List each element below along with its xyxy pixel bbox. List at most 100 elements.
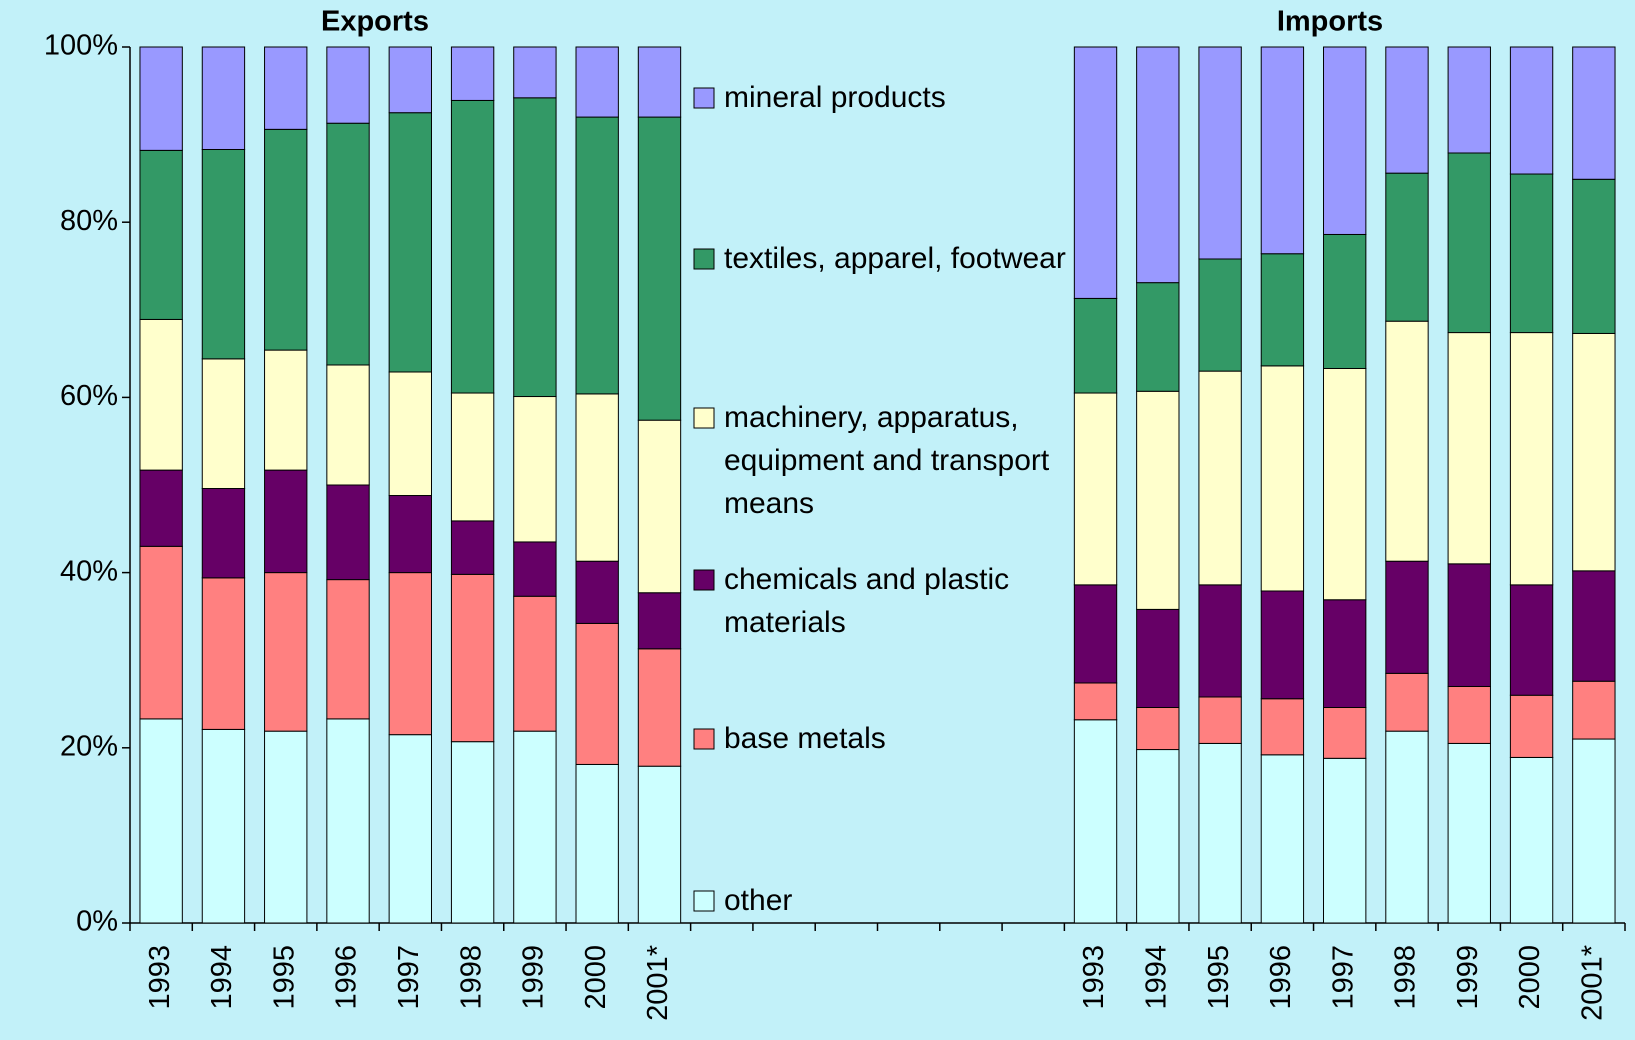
bar-segment — [575, 116, 619, 395]
y-tick-label: 100% — [44, 30, 118, 62]
bar-segment — [1323, 599, 1367, 709]
bar-segment — [1323, 707, 1367, 759]
bar-segment — [201, 488, 246, 579]
y-tick-label: 20% — [60, 730, 118, 762]
bar-segment — [1323, 233, 1367, 369]
bar-segment — [637, 116, 682, 421]
bar-segment — [1260, 365, 1305, 592]
bar-segment — [139, 149, 183, 320]
bar-segment — [139, 718, 183, 924]
legend-swatch — [693, 248, 715, 270]
bar-segment — [1509, 584, 1554, 696]
bar-segment — [1385, 320, 1429, 562]
bar-segment — [388, 371, 432, 497]
bar-segment — [139, 545, 183, 720]
bar-segment — [1509, 173, 1554, 334]
bar-segment — [1447, 742, 1491, 924]
bar-segment — [1323, 367, 1367, 601]
bar-segment — [637, 419, 682, 594]
bar-segment — [326, 484, 370, 581]
bar-segment — [1572, 46, 1616, 180]
bar-segment — [513, 46, 557, 99]
bar-segment — [1572, 178, 1616, 334]
bar-segment — [637, 765, 682, 924]
x-tick-label: 1999 — [1452, 945, 1484, 1010]
bar-segment — [1385, 46, 1429, 174]
x-tick-label: 1993 — [1078, 945, 1110, 1010]
y-tick-label: 0% — [76, 906, 118, 938]
bar-segment — [1136, 282, 1180, 392]
legend-swatch — [693, 569, 715, 591]
bar-segment — [1198, 696, 1242, 744]
x-tick-label: 1994 — [206, 945, 238, 1010]
x-tick-label: 1999 — [518, 945, 550, 1010]
bar-segment — [1447, 152, 1491, 334]
bar-segment — [450, 741, 495, 924]
bar-segment — [1385, 172, 1429, 322]
bar-segment — [1447, 563, 1491, 687]
bar-segment — [1260, 46, 1305, 255]
legend-label: mineral products — [724, 81, 946, 114]
x-tick-label: 1995 — [1203, 945, 1235, 1010]
x-tick-label: 1997 — [1327, 945, 1359, 1010]
bar-segment — [1198, 584, 1242, 698]
bar-segment — [575, 46, 619, 118]
bar-segment — [450, 520, 495, 575]
legend-label: base metals — [724, 722, 886, 755]
legend-swatch — [693, 890, 715, 912]
bar-segment — [1385, 560, 1429, 674]
bar-segment — [1073, 392, 1118, 586]
bar-segment — [1198, 370, 1242, 586]
bar-segment — [1136, 707, 1180, 751]
bar-segment — [1073, 719, 1118, 924]
legend-label: chemicals and plastic materials — [724, 563, 1010, 639]
x-tick-label: 2000 — [580, 945, 612, 1010]
bar-segment — [1509, 694, 1554, 758]
bar-segment — [450, 392, 495, 522]
bar-segment — [637, 648, 682, 767]
bar-segment — [513, 396, 557, 543]
legend-swatch — [693, 728, 715, 750]
bar-segment — [139, 318, 183, 471]
bar-segment — [388, 572, 432, 736]
x-tick-label: 1998 — [455, 945, 487, 1010]
bar-segment — [264, 572, 308, 732]
legend-swatch — [693, 407, 715, 429]
bar-segment — [1136, 46, 1180, 284]
bar-segment — [575, 393, 619, 562]
bar-segment — [1198, 258, 1242, 372]
bar-segment — [450, 573, 495, 743]
bar-segment — [1385, 672, 1429, 732]
bar-segment — [1136, 608, 1180, 709]
bar-segment — [513, 730, 557, 924]
bar-segment — [1136, 390, 1180, 610]
bar-segment — [450, 99, 495, 394]
bar-segment — [1447, 46, 1491, 154]
bar-segment — [326, 579, 370, 720]
bar-segment — [1073, 46, 1118, 299]
bar-segment — [139, 469, 183, 547]
bar-segment — [1073, 297, 1118, 394]
bar-segment — [326, 718, 370, 924]
bar-segment — [637, 592, 682, 650]
y-tick-label: 80% — [60, 205, 118, 237]
bar-segment — [1572, 570, 1616, 682]
bar-segment — [450, 46, 495, 101]
x-tick-label: 1997 — [393, 945, 425, 1010]
bar-segment — [264, 349, 308, 471]
x-tick-label: 1993 — [144, 945, 176, 1010]
bar-segment — [139, 46, 183, 151]
bar-segment — [513, 595, 557, 732]
bar-segment — [513, 97, 557, 398]
legend-label: textiles, apparel, footwear — [724, 242, 1066, 275]
bar-segment — [1385, 730, 1429, 924]
bar-segment — [201, 577, 246, 730]
bar-segment — [201, 728, 246, 924]
bar-segment — [1260, 698, 1305, 756]
bar-segment — [1572, 332, 1616, 572]
bar-segment — [326, 122, 370, 366]
bar-segment — [1323, 757, 1367, 924]
bar-segment — [1073, 682, 1118, 721]
bar-segment — [388, 112, 432, 373]
bar-segment — [1260, 590, 1305, 700]
